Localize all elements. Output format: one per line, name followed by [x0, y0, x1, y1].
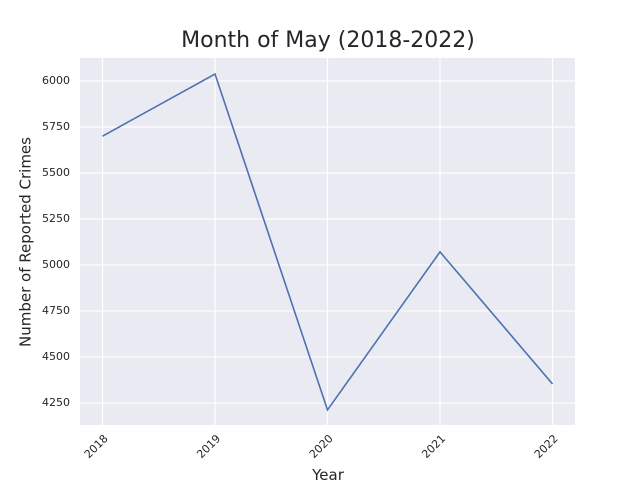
x-axis-label: Year: [311, 466, 345, 480]
chart-title: Month of May (2018-2022): [181, 28, 475, 53]
y-tick-label: 4250: [42, 396, 70, 409]
line: [102, 72, 554, 412]
y-tick-label: 4750: [42, 304, 70, 317]
x-tick-label: 2021: [419, 432, 448, 461]
y-axis-label: Number of Reported Crimes: [17, 137, 35, 347]
x-tick-label: 2020: [307, 432, 336, 461]
y-tick-label: 5250: [42, 212, 70, 225]
y-tick-label: 5000: [42, 258, 70, 271]
y-tick-label: 5750: [42, 120, 70, 133]
y-tick-label: 4500: [42, 350, 70, 363]
x-tick-label: 2019: [194, 432, 223, 461]
x-tick-label: 2022: [532, 432, 561, 461]
x-tick-label: 2018: [82, 432, 111, 461]
y-tick-label: 6000: [42, 74, 70, 87]
y-tick-label: 5500: [42, 166, 70, 179]
